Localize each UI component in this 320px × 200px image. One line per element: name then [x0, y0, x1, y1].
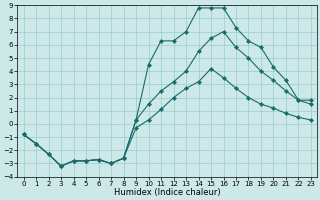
- X-axis label: Humidex (Indice chaleur): Humidex (Indice chaleur): [114, 188, 220, 197]
